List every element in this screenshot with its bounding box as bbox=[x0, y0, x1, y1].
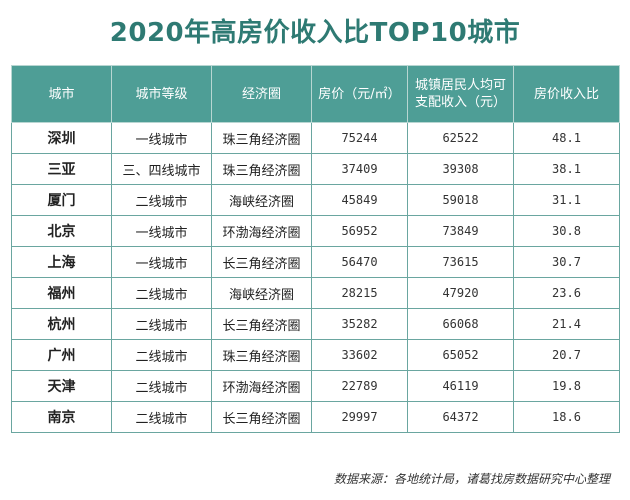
income-cell: 62522 bbox=[407, 122, 514, 154]
economic-zone-cell: 珠三角经济圈 bbox=[211, 339, 312, 371]
income-cell: 39308 bbox=[407, 153, 514, 185]
income-cell: 47920 bbox=[407, 277, 514, 309]
table-row: 厦门 二线城市 海峡经济圈 45849 59018 31.1 bbox=[11, 184, 620, 216]
house-price-cell: 56470 bbox=[311, 246, 408, 278]
column-header: 城市 bbox=[11, 65, 112, 123]
table-row: 北京 一线城市 环渤海经济圈 56952 73849 30.8 bbox=[11, 215, 620, 247]
tier-cell: 二线城市 bbox=[111, 308, 212, 340]
table-row: 南京 二线城市 长三角经济圈 29997 64372 18.6 bbox=[11, 401, 620, 433]
ratio-cell: 38.1 bbox=[513, 153, 620, 185]
house-price-cell: 37409 bbox=[311, 153, 408, 185]
economic-zone-cell: 海峡经济圈 bbox=[211, 277, 312, 309]
income-cell: 73849 bbox=[407, 215, 514, 247]
economic-zone-cell: 环渤海经济圈 bbox=[211, 370, 312, 402]
table-row: 天津 二线城市 环渤海经济圈 22789 46119 19.8 bbox=[11, 370, 620, 402]
tier-cell: 三、四线城市 bbox=[111, 153, 212, 185]
column-header: 房价（元/㎡） bbox=[311, 65, 408, 123]
city-cell: 天津 bbox=[11, 370, 112, 402]
economic-zone-cell: 海峡经济圈 bbox=[211, 184, 312, 216]
table-header-row: 城市 城市等级 经济圈 房价（元/㎡） 城镇居民人均可支配收入（元） 房价收入比 bbox=[11, 65, 620, 123]
table-row: 深圳 一线城市 珠三角经济圈 75244 62522 48.1 bbox=[11, 122, 620, 154]
house-price-cell: 28215 bbox=[311, 277, 408, 309]
city-cell: 厦门 bbox=[11, 184, 112, 216]
ratio-cell: 18.6 bbox=[513, 401, 620, 433]
tier-cell: 二线城市 bbox=[111, 401, 212, 433]
tier-cell: 二线城市 bbox=[111, 184, 212, 216]
tier-cell: 一线城市 bbox=[111, 246, 212, 278]
house-price-cell: 33602 bbox=[311, 339, 408, 371]
city-cell: 福州 bbox=[11, 277, 112, 309]
city-cell: 北京 bbox=[11, 215, 112, 247]
ratio-cell: 30.8 bbox=[513, 215, 620, 247]
table-row: 福州 二线城市 海峡经济圈 28215 47920 23.6 bbox=[11, 277, 620, 309]
city-cell: 三亚 bbox=[11, 153, 112, 185]
tier-cell: 一线城市 bbox=[111, 215, 212, 247]
ratio-cell: 48.1 bbox=[513, 122, 620, 154]
income-cell: 73615 bbox=[407, 246, 514, 278]
tier-cell: 二线城市 bbox=[111, 370, 212, 402]
table-row: 广州 二线城市 珠三角经济圈 33602 65052 20.7 bbox=[11, 339, 620, 371]
economic-zone-cell: 珠三角经济圈 bbox=[211, 122, 312, 154]
ratio-cell: 23.6 bbox=[513, 277, 620, 309]
house-price-cell: 75244 bbox=[311, 122, 408, 154]
data-table: 城市 城市等级 经济圈 房价（元/㎡） 城镇居民人均可支配收入（元） 房价收入比… bbox=[11, 65, 620, 433]
source-note: 数据来源：各地统计局，诸葛找房数据研究中心整理 bbox=[333, 472, 610, 486]
income-cell: 64372 bbox=[407, 401, 514, 433]
income-cell: 59018 bbox=[407, 184, 514, 216]
table-body: 深圳 一线城市 珠三角经济圈 75244 62522 48.1 三亚 三、四线城市 珠三角经济圈… bbox=[11, 122, 620, 433]
column-header: 城市等级 bbox=[111, 65, 212, 123]
income-cell: 46119 bbox=[407, 370, 514, 402]
city-cell: 南京 bbox=[11, 401, 112, 433]
economic-zone-cell: 长三角经济圈 bbox=[211, 401, 312, 433]
ratio-cell: 20.7 bbox=[513, 339, 620, 371]
income-cell: 66068 bbox=[407, 308, 514, 340]
tier-cell: 二线城市 bbox=[111, 339, 212, 371]
column-header: 房价收入比 bbox=[513, 65, 620, 123]
house-price-cell: 35282 bbox=[311, 308, 408, 340]
economic-zone-cell: 环渤海经济圈 bbox=[211, 215, 312, 247]
column-header: 城镇居民人均可支配收入（元） bbox=[407, 65, 514, 123]
income-cell: 65052 bbox=[407, 339, 514, 371]
house-price-cell: 45849 bbox=[311, 184, 408, 216]
city-cell: 上海 bbox=[11, 246, 112, 278]
city-cell: 杭州 bbox=[11, 308, 112, 340]
economic-zone-cell: 长三角经济圈 bbox=[211, 246, 312, 278]
city-cell: 深圳 bbox=[11, 122, 112, 154]
chart-title: 2020年高房价收入比TOP10城市 bbox=[109, 18, 521, 48]
economic-zone-cell: 珠三角经济圈 bbox=[211, 153, 312, 185]
table-row: 上海 一线城市 长三角经济圈 56470 73615 30.7 bbox=[11, 246, 620, 278]
column-header: 经济圈 bbox=[211, 65, 312, 123]
tier-cell: 一线城市 bbox=[111, 122, 212, 154]
table-row: 三亚 三、四线城市 珠三角经济圈 37409 39308 38.1 bbox=[11, 153, 620, 185]
ratio-cell: 21.4 bbox=[513, 308, 620, 340]
house-price-cell: 56952 bbox=[311, 215, 408, 247]
ratio-cell: 30.7 bbox=[513, 246, 620, 278]
economic-zone-cell: 长三角经济圈 bbox=[211, 308, 312, 340]
tier-cell: 二线城市 bbox=[111, 277, 212, 309]
house-price-cell: 22789 bbox=[311, 370, 408, 402]
ratio-cell: 31.1 bbox=[513, 184, 620, 216]
table-row: 杭州 二线城市 长三角经济圈 35282 66068 21.4 bbox=[11, 308, 620, 340]
ratio-cell: 19.8 bbox=[513, 370, 620, 402]
city-cell: 广州 bbox=[11, 339, 112, 371]
house-price-cell: 29997 bbox=[311, 401, 408, 433]
